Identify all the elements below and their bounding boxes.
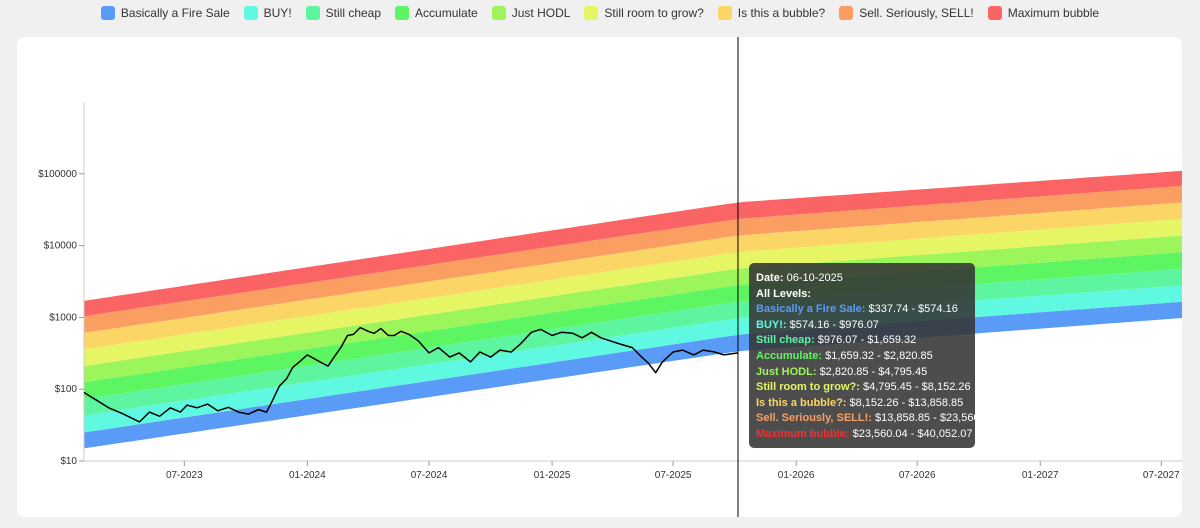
legend-item[interactable]: Just HODL (491, 6, 571, 20)
x-tick-label: 07-2024 (411, 470, 448, 481)
tooltip-level-range: $337.74 - $574.16 (868, 303, 958, 316)
tooltip-level-range: $4,795.45 - $8,152.26 (862, 381, 971, 394)
chart-legend: Basically a Fire Sale BUY! Still cheap Accu… (0, 3, 1200, 23)
y-tick-label: $10000 (44, 241, 78, 252)
tooltip-level-row: Is this a bubble?: $8,152.26 - $13,858.8… (756, 396, 968, 412)
chart-tooltip: Date: 06-10-2025 All Levels: Basically a… (749, 263, 995, 448)
tooltip-level-range: $13,858.85 - $23,560.04 (875, 412, 995, 425)
legend-swatch (243, 6, 258, 20)
legend-swatch (987, 6, 1002, 20)
rainbow-band (84, 219, 1182, 367)
x-tick-label: 01-2027 (1022, 470, 1059, 481)
legend-item[interactable]: Still room to grow? (584, 6, 704, 20)
legend-label: Just HODL (511, 6, 571, 20)
y-tick-label: $100000 (38, 169, 77, 180)
legend-swatch (395, 6, 410, 20)
x-tick-label: 01-2025 (534, 470, 571, 481)
x-tick-label: 07-2023 (166, 470, 203, 481)
tooltip-level-row: Accumulate: $1,659.32 - $2,820.85 (756, 349, 968, 365)
legend-swatch (839, 6, 854, 20)
tooltip-level-name: Maximum bubble: (756, 427, 850, 440)
tooltip-level-name: Still cheap: (756, 334, 815, 347)
x-tick-label: 07-2026 (899, 470, 936, 481)
x-tick-label: 01-2024 (289, 470, 326, 481)
legend-swatch (491, 6, 506, 20)
tooltip-levels: Basically a Fire Sale: $337.74 - $574.16… (756, 302, 995, 443)
legend-label: Still room to grow? (604, 6, 704, 20)
legend-swatch (584, 6, 599, 20)
legend-item[interactable]: Is this a bubble? (717, 6, 826, 20)
legend-item[interactable]: Maximum bubble (987, 6, 1100, 20)
legend-label: Accumulate (415, 6, 478, 20)
tooltip-date-label: Date: (756, 272, 784, 284)
x-tick-label: 07-2025 (655, 470, 692, 481)
tooltip-level-row: Still room to grow?: $4,795.45 - $8,152.… (756, 380, 971, 396)
rainbow-band (84, 185, 1182, 333)
legend-label: BUY! (263, 6, 292, 20)
legend-label: Maximum bubble (1007, 6, 1100, 20)
legend-label: Sell. Seriously, SELL! (859, 6, 974, 20)
legend-item[interactable]: Accumulate (395, 6, 478, 20)
tooltip-level-range: $23,560.04 - $40,052.07 (852, 427, 973, 440)
legend-label: Is this a bubble? (737, 6, 826, 20)
tooltip-level-row: BUY!: $574.16 - $976.07 (756, 318, 968, 334)
tooltip-levels-label: All Levels: (756, 287, 812, 300)
tooltip-level-row: Still cheap: $976.07 - $1,659.32 (756, 333, 968, 349)
x-tick-label: 07-2027 (1143, 470, 1180, 481)
tooltip-level-name: Accumulate: (756, 349, 823, 362)
tooltip-level-name: Still room to grow?: (756, 381, 860, 394)
tooltip-level-name: Just HODL: (756, 365, 817, 378)
legend-label: Basically a Fire Sale (120, 6, 230, 20)
legend-swatch (717, 6, 732, 20)
rainbow-chart[interactable]: $10 $100 $1000 $10000 $100000 07-2023 01-2024 0… (17, 37, 1182, 517)
tooltip-level-name: Basically a Fire Sale: (756, 303, 866, 316)
y-tick-label: $1000 (49, 312, 77, 323)
rainbow-band (84, 170, 1182, 317)
tooltip-level-row: Basically a Fire Sale: $337.74 - $574.16 (756, 302, 968, 318)
tooltip-date: 06-10-2025 (786, 272, 843, 284)
tooltip-level-row: Just HODL: $2,820.85 - $4,795.45 (756, 365, 968, 381)
tooltip-level-range: $1,659.32 - $2,820.85 (825, 349, 933, 362)
legend-swatch (100, 6, 115, 20)
y-tick-label: $100 (55, 384, 78, 395)
price-line (83, 326, 739, 423)
chart-card: $10 $100 $1000 $10000 $100000 07-2023 01-2024 0… (17, 37, 1182, 517)
tooltip-level-range: $976.07 - $1,659.32 (817, 334, 917, 347)
tooltip-level-range: $2,820.85 - $4,795.45 (819, 365, 928, 378)
legend-item[interactable]: Sell. Seriously, SELL! (839, 6, 974, 20)
legend-item[interactable]: BUY! (243, 6, 292, 20)
legend-label: Still cheap (325, 6, 382, 20)
tooltip-level-name: BUY!: (756, 318, 787, 331)
tooltip-level-row: Sell. Seriously, SELL!: $13,858.85 - $23… (756, 411, 995, 427)
x-tick-label: 01-2026 (778, 470, 815, 481)
tooltip-level-range: $574.16 - $976.07 (789, 318, 879, 331)
rainbow-band (84, 202, 1182, 350)
tooltip-level-name: Sell. Seriously, SELL!: (756, 412, 872, 425)
y-tick-label: $10 (60, 456, 77, 467)
tooltip-level-row: Maximum bubble: $23,560.04 - $40,052.07 (756, 427, 972, 443)
tooltip-level-range: $8,152.26 - $13,858.85 (849, 396, 964, 409)
legend-item[interactable]: Basically a Fire Sale (100, 6, 230, 20)
legend-item[interactable]: Still cheap (305, 6, 382, 20)
tooltip-level-name: Is this a bubble?: (756, 396, 847, 409)
legend-swatch (305, 6, 320, 20)
